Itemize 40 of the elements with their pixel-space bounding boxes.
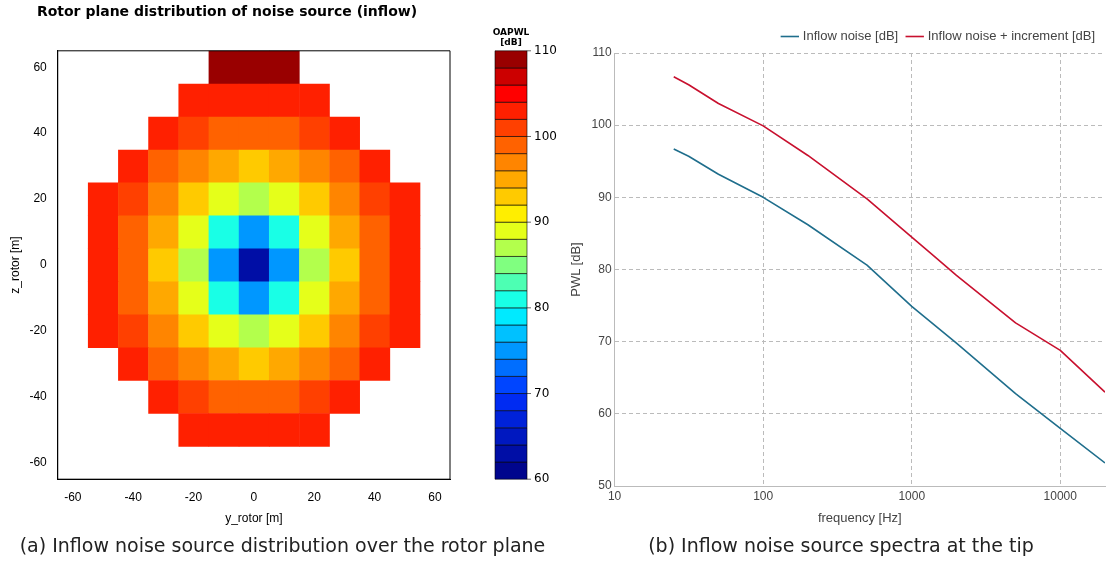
x-tick-label: 1000 (898, 488, 926, 503)
x-tick-label: -20 (184, 489, 203, 504)
x-tick-label: 10000 (1043, 488, 1078, 503)
color-bar-label: 100 (534, 128, 557, 143)
color-bar-label: 70 (534, 385, 550, 400)
color-bar-label: 60 (534, 471, 550, 486)
color-bar-label: 80 (534, 299, 550, 314)
x-axis-title: y_rotor [m] (225, 511, 283, 526)
text: (b) Inflow noise source spectra at the tip (648, 534, 1034, 556)
x-tick-label: 0 (250, 489, 258, 504)
x-tick-label: 60 (428, 489, 442, 504)
x-tick-label: 100 (753, 488, 774, 503)
y-tick-label: 70 (598, 333, 612, 348)
y-tick-label: 110 (592, 45, 612, 60)
chart-title: Rotor plane distribution of noise source (inflow) (36, 3, 418, 20)
y-axis-title: PWL [dB] (568, 242, 584, 297)
y-tick-label: 60 (33, 59, 48, 74)
y-tick-label: -20 (29, 323, 48, 338)
y-tick-label: -60 (29, 455, 48, 470)
y-tick-label: 80 (598, 261, 612, 276)
y-tick-label: 100 (591, 117, 612, 132)
y-tick-label: -40 (29, 389, 48, 404)
y-tick-label: 60 (598, 406, 612, 421)
text: (a) Inflow noise source distribution over the rotor plane (19, 534, 546, 556)
x-tick-label: 40 (367, 489, 382, 504)
color-bar-label: 110 (534, 42, 557, 57)
x-tick-label: -60 (64, 489, 82, 504)
y-tick-label: 90 (598, 189, 612, 204)
y-tick-label: 40 (33, 125, 48, 140)
x-tick-label: -40 (124, 489, 143, 504)
y-axis-title: z_rotor [m] (7, 236, 22, 294)
color-bar-label: 90 (534, 214, 550, 229)
y-tick-label: 0 (40, 257, 48, 272)
x-axis-title: frequency [Hz] (817, 509, 902, 525)
legend-label: Inflow noise [dB] (802, 28, 899, 44)
x-tick-label: 10 (607, 488, 622, 503)
color-bar-title: OAPWL [dB] (492, 26, 530, 47)
x-tick-label: 20 (307, 489, 322, 504)
legend-label: Inflow noise + increment [dB] (927, 28, 1095, 44)
y-tick-label: 20 (33, 191, 48, 206)
